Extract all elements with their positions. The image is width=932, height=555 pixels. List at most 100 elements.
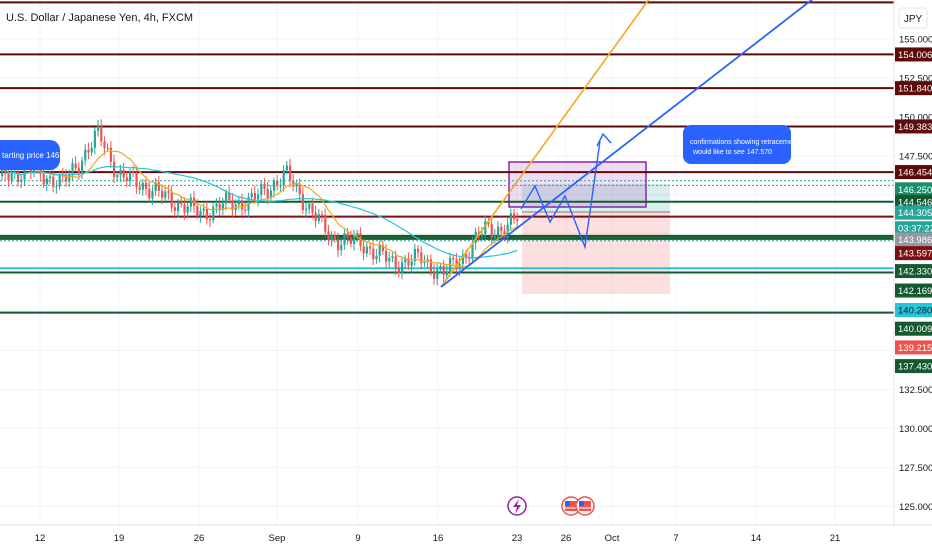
candle-body [218, 203, 221, 211]
candle-body [452, 258, 455, 260]
candle-body [55, 186, 58, 188]
candle-body [228, 192, 231, 200]
price-tag [895, 47, 932, 62]
candle-body [148, 188, 151, 199]
candle-body [266, 188, 269, 199]
projection-path[interactable] [520, 140, 601, 250]
time-tick-label: 16 [433, 533, 444, 544]
candle-body [145, 182, 148, 189]
price-tag [895, 303, 932, 318]
candle-body [461, 254, 464, 265]
grid-lines [0, 0, 894, 525]
price-tick-label: 152.500 [899, 73, 932, 84]
price-tick-label: 150.000 [899, 112, 932, 123]
slow-moving-average[interactable] [1, 163, 518, 259]
candle-body [321, 214, 324, 216]
candle-body [212, 206, 215, 221]
candle-body [298, 183, 301, 195]
symbol-title[interactable]: U.S. Dollar / Japanese Yen, 4h, FXCM [6, 12, 193, 24]
right-callout-line2: would like to see 147.570 [692, 149, 772, 156]
candle-body [23, 165, 26, 180]
left-callout-bubble[interactable] [0, 140, 60, 170]
price-tag [895, 283, 932, 298]
candle-body [138, 187, 141, 190]
us-flag-event-marker[interactable] [575, 496, 595, 516]
us-flag-icon [579, 501, 591, 511]
candle-body [439, 266, 442, 270]
price-tag-label: 142.330 [898, 267, 932, 278]
candle-body [173, 207, 176, 211]
candle-body [42, 174, 45, 185]
projection-arrowhead [596, 132, 612, 147]
candle-body [324, 215, 327, 232]
candle-body [484, 221, 487, 234]
us-flag-icon [565, 501, 577, 511]
candle-body [333, 235, 336, 240]
price-tag [895, 165, 932, 180]
candlesticks [1, 119, 519, 286]
price-tag-label: 151.840 [898, 84, 932, 95]
candle-body [1, 164, 4, 177]
candle-body [209, 219, 212, 221]
time-tick-label: 12 [35, 533, 46, 544]
time-axis[interactable] [0, 524, 932, 550]
price-tick-label: 127.500 [899, 463, 932, 474]
candle-body [365, 246, 368, 254]
candle-body [65, 175, 68, 182]
candle-body [500, 226, 503, 232]
candle-body [282, 170, 285, 186]
candle-body [132, 171, 135, 173]
candle-body [7, 173, 10, 181]
price-tag-label: 139.215 [898, 343, 932, 354]
candle-body [167, 191, 170, 193]
candle-body [49, 176, 52, 179]
candle-body [269, 190, 272, 199]
candle-body [497, 226, 500, 237]
candle-body [183, 204, 186, 213]
right-callout-bubble[interactable] [683, 125, 791, 164]
candle-body [93, 130, 96, 148]
candle-body [279, 185, 282, 187]
price-tag [895, 359, 932, 374]
candle-body [407, 258, 410, 266]
time-tick-label: 26 [561, 533, 572, 544]
price-tick-label: 130.000 [899, 424, 932, 435]
candle-body [103, 141, 106, 148]
candle-body [337, 239, 340, 251]
price-tag-label: 142.169 [898, 286, 932, 297]
candle-body [378, 245, 381, 256]
candle-body [189, 197, 192, 207]
candle-body [433, 271, 436, 279]
currency-button[interactable]: JPY [898, 7, 928, 29]
candle-body [215, 203, 218, 207]
price-tag [895, 246, 932, 261]
candle-body [474, 231, 477, 244]
time-tick-label: 9 [355, 533, 360, 544]
candle-body [237, 200, 240, 205]
candle-body [260, 183, 263, 195]
candle-body [513, 213, 516, 220]
time-tick-label: 21 [830, 533, 841, 544]
price-tag [895, 221, 932, 236]
candle-body [417, 248, 420, 253]
candle-body [199, 210, 202, 216]
blue-trendline[interactable] [440, 0, 818, 288]
price-tag [895, 182, 932, 197]
candle-body [263, 183, 266, 189]
candle-body [81, 160, 84, 174]
candle-body [68, 174, 71, 182]
candle-body [276, 181, 279, 186]
time-tick-label: Oct [605, 533, 620, 544]
event-markers[interactable] [507, 496, 595, 516]
candle-body [100, 126, 103, 142]
purple-target-box[interactable] [508, 161, 647, 208]
orange-trendline[interactable] [440, 0, 652, 288]
price-tag-label: 144.546 [898, 197, 932, 208]
candle-body [369, 246, 372, 249]
price-tag [895, 205, 932, 220]
candle-body [273, 181, 276, 191]
price-tag-label: 137.430 [898, 362, 932, 373]
price-tick-label: 155.000 [899, 34, 932, 45]
candle-body [106, 147, 109, 149]
